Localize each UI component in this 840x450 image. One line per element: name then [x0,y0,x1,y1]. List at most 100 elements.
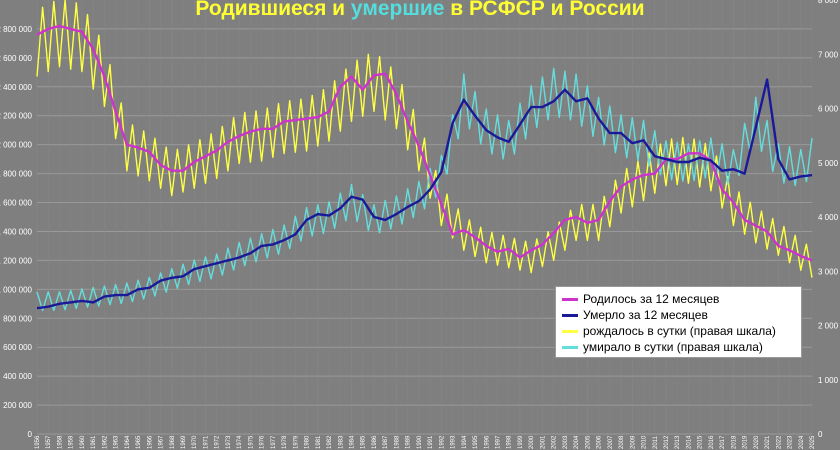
x-tick-label: 1960 [80,435,86,449]
x-tick-label: 2002 [552,435,558,449]
legend: Родилось за 12 месяцев Умерло за 12 меся… [555,286,802,358]
right-tick-label: 2 000 [818,322,839,331]
x-tick-label: 1958 [57,435,63,449]
x-tick-label: 2004 [574,435,580,449]
x-tick-label: 1965 [136,435,142,449]
right-tick-label: 0 [818,430,823,439]
x-tick-label: 1979 [293,435,299,449]
x-tick-label: 1976 [260,435,266,449]
x-tick-label: 1973 [226,435,232,449]
x-tick-label: 2008 [619,435,625,449]
x-tick-label: 1989 [406,435,412,449]
x-tick-label: 2018 [731,435,737,449]
x-tick-label: 2003 [563,435,569,449]
x-tick-label: 1966 [147,435,153,449]
x-tick-label: 2013 [675,435,681,449]
x-tick-label: 1999 [518,435,524,449]
title-part-region: в РСФСР и России [444,0,644,20]
x-tick-label: 2025 [810,435,816,449]
legend-label-births-daily: рождалось в сутки (правая шкала) [583,324,776,338]
series-line-births-12m [36,24,813,262]
x-tick-label: 2012 [664,435,670,449]
x-tick-label: 2019 [743,435,749,449]
x-tick-label: 2015 [698,435,704,449]
x-tick-label: 1961 [91,435,97,449]
right-tick-label: 6 000 [818,105,839,114]
right-tick-label: 8 000 [818,0,839,5]
x-tick-label: 1997 [496,435,502,449]
x-tick-label: 2023 [788,435,794,449]
x-tick-label: 1992 [439,435,445,449]
x-tick-label: 1978 [282,435,288,449]
left-tick-label: 2 600 000 [0,54,33,63]
legend-swatch-deaths-12m [562,313,578,317]
x-tick-label: 1998 [507,435,513,449]
x-tick-label: 1968 [170,435,176,449]
x-tick-label: 1972 [215,435,221,449]
right-tick-label: 4 000 [818,213,839,222]
x-tick-label: 1957 [46,435,52,449]
x-tick-label: 1995 [473,435,479,449]
series-line-deaths-daily [36,67,813,312]
left-tick-label: 1 000 000 [0,285,33,294]
left-tick-label: 200 000 [3,401,32,410]
x-tick-label: 1983 [338,435,344,449]
x-tick-label: 1986 [372,435,378,449]
title-part-died: умершие [351,0,445,20]
series-line-deaths-12m [36,78,813,310]
legend-label-births-12m: Родилось за 12 месяцев [583,292,720,306]
x-tick-label: 2016 [709,435,715,449]
legend-label-deaths-12m: Умерло за 12 месяцев [583,308,708,322]
x-tick-label: 1970 [192,435,198,449]
left-tick-label: 1 400 000 [0,227,33,236]
right-tick-label: 5 000 [818,159,839,168]
x-tick-label: 1974 [237,435,243,449]
legend-swatch-births-daily [562,329,578,333]
x-tick-label: 1987 [383,435,389,449]
x-tick-label: 1962 [102,435,108,449]
legend-item-births-12m: Родилось за 12 месяцев [562,291,795,307]
x-tick-label: 1988 [394,435,400,449]
right-tick-label: 7 000 [818,50,839,59]
chart-title: Родившиеся и умершие в РСФСР и России [195,0,644,20]
x-tick-label: 1991 [428,435,434,449]
right-tick-label: 1 000 [818,376,839,385]
x-tick-label: 2014 [686,435,692,449]
left-tick-label: 2 800 000 [0,25,33,34]
legend-swatch-births-12m [562,297,578,301]
x-tick-label: 1977 [271,435,277,449]
x-tick-label: 1993 [451,435,457,449]
left-tick-label: 600 000 [3,343,32,352]
x-tick-label: 1967 [159,435,165,449]
x-tick-label: 1994 [462,435,468,449]
x-tick-label: 1982 [327,435,333,449]
left-tick-label: 2 200 000 [0,112,33,121]
x-tick-label: 1981 [316,435,322,449]
left-tick-label: 1 800 000 [0,170,33,179]
x-tick-label: 2024 [799,435,805,449]
x-tick-label: 2005 [585,435,591,449]
legend-item-deaths-daily: умирало в сутки (правая шкала) [562,339,795,355]
x-tick-label: 2001 [540,435,546,449]
series-line-births-daily [36,0,813,278]
x-tick-label: 2000 [529,435,535,449]
x-tick-label: 1964 [125,435,131,449]
x-tick-label: 1956 [35,435,41,449]
left-tick-label: 400 000 [3,372,32,381]
x-tick-label: 1996 [484,435,490,449]
x-tick-label: 1990 [417,435,423,449]
left-tick-label: 0 [28,430,33,439]
left-tick-label: 1 200 000 [0,256,33,265]
legend-swatch-deaths-daily [562,345,578,349]
x-tick-label: 2022 [776,435,782,449]
left-tick-label: 2 000 000 [0,141,33,150]
x-tick-label: 2011 [653,435,659,449]
legend-item-deaths-12m: Умерло за 12 месяцев [562,307,795,323]
x-tick-label: 1980 [305,435,311,449]
x-tick-label: 1971 [203,435,209,449]
series-group [36,0,813,312]
legend-item-births-daily: рождалось в сутки (правая шкала) [562,323,795,339]
x-tick-label: 1959 [69,435,75,449]
